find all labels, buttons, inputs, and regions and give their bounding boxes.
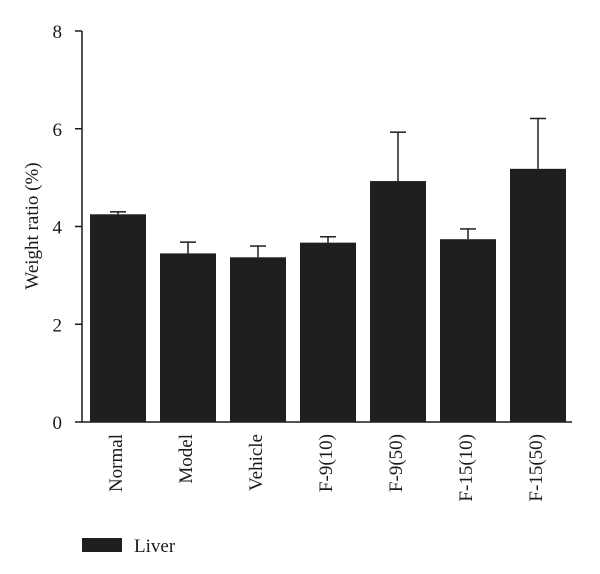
y-tick-label: 8 <box>53 22 63 43</box>
bar-f-9-50- <box>370 181 426 422</box>
bar-model <box>160 253 216 422</box>
legend-label-liver: Liver <box>134 536 176 557</box>
bar-vehicle <box>230 257 286 422</box>
bar-normal <box>90 214 146 422</box>
x-tick-label: F-15(50) <box>526 434 547 502</box>
x-tick-labels: Normal Model Vehicle F-9(10) F-9(50) F-15(10)… <box>106 434 547 502</box>
bar-f-15-10- <box>440 239 496 422</box>
x-tick-label: Normal <box>106 434 127 492</box>
x-tick-label: F-9(50) <box>386 434 407 492</box>
y-axis-label: Weight ratio (%) <box>22 162 43 289</box>
bars-group <box>90 168 566 422</box>
y-tick-label: 6 <box>53 120 63 141</box>
y-tick-label: 0 <box>53 413 63 434</box>
x-tick-label: Model <box>176 434 197 484</box>
legend-swatch-liver <box>82 538 122 552</box>
y-tick-label: 4 <box>53 218 63 239</box>
y-tick-label: 2 <box>53 315 63 336</box>
bar-f-15-50- <box>510 168 566 422</box>
x-tick-label: F-15(10) <box>456 434 477 502</box>
legend: Liver <box>82 536 176 557</box>
bar-f-9-10- <box>300 242 356 422</box>
error-bars-group <box>110 117 546 258</box>
x-tick-label: Vehicle <box>246 434 267 491</box>
x-tick-label: F-9(10) <box>316 434 337 492</box>
